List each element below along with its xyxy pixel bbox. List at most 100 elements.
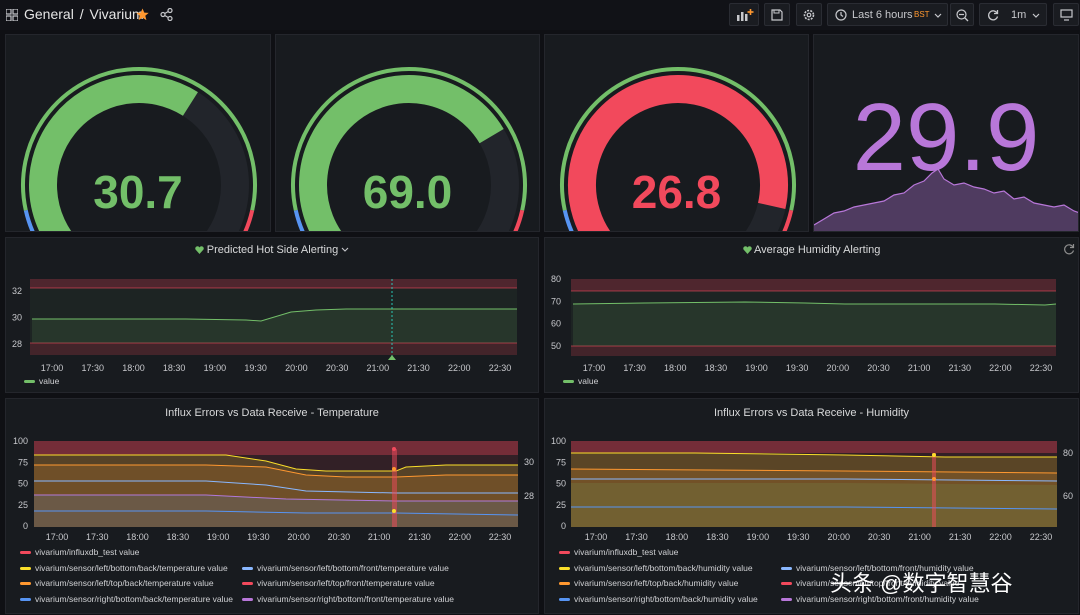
refresh-picker[interactable]: 1m [979, 3, 1047, 26]
legend-item[interactable]: vivarium/influxdb_test value [20, 545, 242, 561]
x-tick-label: 17:30 [81, 363, 104, 373]
save-icon [771, 9, 783, 21]
legend-item[interactable]: vivarium/sensor/left/bottom/front/temper… [242, 561, 449, 577]
x-tick-label: 17:00 [585, 532, 608, 542]
legend-item[interactable]: vivarium/sensor/left/top/front/temperatu… [242, 576, 435, 592]
legend-item[interactable]: value [24, 376, 59, 386]
x-tick-label: 17:00 [41, 363, 64, 373]
x-tick-label: 19:30 [247, 532, 270, 542]
legend-item[interactable]: vivarium/sensor/right/bottom/back/humidi… [559, 592, 781, 608]
gauge-threshold-band [513, 209, 525, 231]
gauge-fill [568, 75, 788, 231]
legend-item[interactable]: vivarium/sensor/left/top/front/humidity … [781, 576, 959, 592]
hot-side-alerting-panel[interactable]: Predicted Hot Side Alerting 17:00 17:30 18… [5, 237, 539, 393]
y-tick-label: 25 [18, 500, 28, 510]
apps-icon[interactable] [6, 9, 18, 21]
stat-sparkline [814, 168, 1078, 231]
x-tick-label: 18:30 [705, 363, 728, 373]
gauge-fill [29, 75, 198, 231]
panel-header: Predicted Hot Side Alerting [6, 244, 538, 256]
x-tick-label: 22:30 [1030, 532, 1053, 542]
gauge-threshold-band [21, 67, 257, 211]
humidity-graph: 17:00 17:30 18:00 18:30 19:00 19:30 20:00 20:30… [551, 274, 1057, 373]
hot-side-graph: 17:00 17:30 18:00 18:30 19:00 19:30 20:00 20:30… [12, 279, 517, 373]
y-tick-label: 60 [1063, 491, 1073, 501]
breadcrumb-folder[interactable]: General [24, 6, 74, 22]
gauge-panel-hot-side[interactable]: 26.8 [544, 34, 809, 232]
x-tick-label: 17:00 [46, 532, 69, 542]
influx-humidity-panel[interactable]: Influx Errors vs Data Receive - Humidity… [544, 398, 1079, 614]
x-tick-label: 22:30 [489, 363, 512, 373]
x-tick-label: 20:30 [867, 363, 890, 373]
y-tick-label: 0 [23, 521, 28, 531]
x-tick-label: 21:00 [368, 532, 391, 542]
y-tick-label: 50 [18, 479, 28, 489]
panel-header: Average Humidity Alerting [545, 244, 1078, 256]
zoom-out-button[interactable] [950, 3, 974, 26]
save-dashboard-button[interactable] [764, 3, 790, 26]
x-tick-label: 18:30 [706, 532, 729, 542]
time-range-label: Last 6 hours [852, 9, 913, 21]
time-range-picker[interactable]: Last 6 hours BST [827, 3, 948, 26]
x-tick-label: 20:00 [287, 532, 310, 542]
tv-mode-button[interactable] [1053, 3, 1079, 26]
gauge-threshold-band [782, 209, 794, 231]
y-tick-label: 50 [556, 479, 566, 489]
y-tick-label: 75 [18, 457, 28, 467]
legend-item[interactable]: vivarium/sensor/right/bottom/back/temper… [20, 592, 242, 608]
refresh-icon[interactable] [1063, 243, 1075, 255]
x-tick-label: 21:30 [408, 532, 431, 542]
legend-item[interactable]: vivarium/sensor/left/bottom/back/humidit… [559, 561, 781, 577]
legend-item[interactable]: vivarium/sensor/left/bottom/back/tempera… [20, 561, 242, 577]
humidity-alerting-panel[interactable]: Average Humidity Alerting 17:00 17:30 18:0… [544, 237, 1079, 393]
panel-title: Influx Errors vs Data Receive - Temperat… [165, 407, 379, 419]
add-panel-icon [737, 9, 754, 21]
influx-temperature-panel[interactable]: Influx Errors vs Data Receive - Temperat… [5, 398, 539, 614]
y-tick-label: 0 [561, 521, 566, 531]
legend-item[interactable]: vivarium/influxdb_test value [559, 545, 781, 561]
gauge-threshold-band [23, 209, 35, 231]
breadcrumb-separator: / [79, 6, 84, 22]
x-tick-label: 22:30 [1030, 363, 1053, 373]
x-tick-label: 22:30 [489, 532, 512, 542]
gauge-panel-temperature[interactable]: 30.7 [5, 34, 271, 232]
legend: vivarium/influxdb_test value vivarium/sen… [20, 545, 454, 607]
legend-item[interactable]: vivarium/sensor/left/top/back/temperatur… [20, 576, 242, 592]
x-tick-label: 18:00 [666, 532, 689, 542]
add-panel-button[interactable] [729, 3, 759, 26]
legend-item[interactable]: vivarium/sensor/left/bottom/front/humidi… [781, 561, 974, 577]
legend-item[interactable]: vivarium/sensor/left/top/back/humidity v… [559, 576, 781, 592]
share-icon[interactable] [160, 8, 173, 21]
gauge-threshold-band [243, 209, 255, 231]
chevron-down-icon[interactable] [341, 247, 349, 253]
y-tick-label: 30 [12, 313, 22, 323]
legend-item[interactable]: vivarium/sensor/right/bottom/front/humid… [781, 592, 979, 608]
x-tick-label: 22:00 [989, 363, 1012, 373]
gauge-panel-humidity[interactable]: 69.0 [275, 34, 540, 232]
heart-icon [742, 246, 752, 255]
heart-icon [194, 246, 204, 255]
x-tick-label: 17:30 [623, 363, 646, 373]
y-tick-label: 100 [13, 436, 28, 446]
x-tick-label: 19:30 [786, 363, 809, 373]
y-tick-label: 80 [551, 274, 561, 284]
dashboard-settings-button[interactable] [796, 3, 822, 26]
legend-item[interactable]: value [563, 376, 598, 386]
x-tick-label: 20:00 [827, 363, 850, 373]
dashboard-title[interactable]: Vivarium [89, 6, 144, 22]
x-tick-label: 18:00 [126, 532, 149, 542]
watermark: 头条 @数字智慧谷 [830, 571, 1013, 596]
x-tick-label: 19:30 [787, 532, 810, 542]
settings-icon [803, 9, 815, 21]
y-tick-label: 80 [1063, 448, 1073, 458]
y-tick-label: 60 [551, 319, 561, 329]
x-tick-label: 18:30 [163, 363, 186, 373]
top-navbar: General / Vivarium [0, 0, 1080, 30]
x-tick-label: 17:00 [583, 363, 606, 373]
x-tick-label: 17:30 [625, 532, 648, 542]
legend-item[interactable]: vivarium/sensor/right/bottom/front/tempe… [242, 592, 454, 608]
timezone-badge: BST [914, 10, 930, 19]
star-icon[interactable] [136, 8, 149, 21]
gauge-threshold-band [291, 67, 527, 211]
stat-panel[interactable]: 29.9 [813, 34, 1079, 232]
